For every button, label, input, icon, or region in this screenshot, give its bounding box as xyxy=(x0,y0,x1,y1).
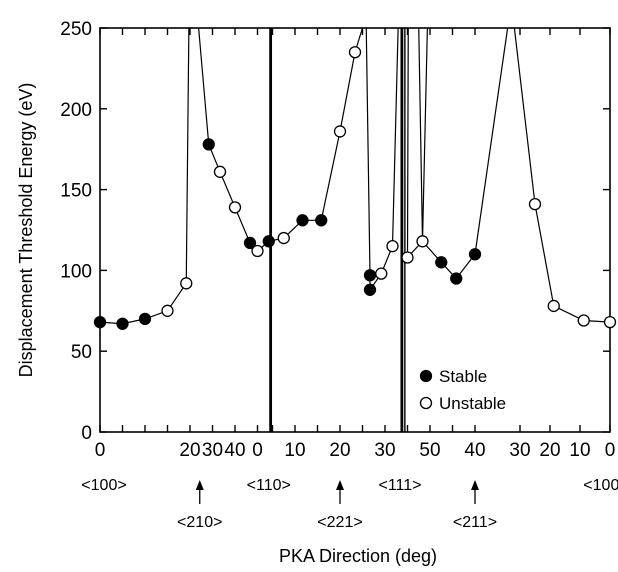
curve-segment-1 xyxy=(198,28,364,252)
data-point-unstable-14 xyxy=(577,314,590,327)
curve-group xyxy=(100,28,610,325)
data-point-stable-6 xyxy=(296,214,309,227)
data-point-stable-8 xyxy=(363,269,377,282)
data-point-unstable-0 xyxy=(161,304,174,317)
x-tick-label-20: 10 xyxy=(569,440,590,461)
data-point-stable-0 xyxy=(93,315,107,329)
x-tick-label-4: 20 xyxy=(179,440,200,461)
x-tick-label-15: 50 xyxy=(419,440,440,461)
x-tick-label-7: 0 xyxy=(252,440,263,461)
data-point-unstable-12 xyxy=(528,197,542,211)
data-point-unstable-15 xyxy=(603,315,617,329)
curve-segment-6 xyxy=(513,28,610,323)
data-point-stable-1 xyxy=(116,317,129,330)
x-tick-label-5: 30 xyxy=(202,440,223,461)
x-tick-label-19: 20 xyxy=(539,440,560,461)
x-tick-label-18: 30 xyxy=(509,440,530,461)
legend-marker-unstable xyxy=(419,396,433,410)
curve-segment-3 xyxy=(406,28,428,260)
y-axis-title: Displacement Threshold Energy (eV) xyxy=(16,83,36,378)
data-point-stable-2 xyxy=(138,312,152,326)
x-tick-label-17: 40 xyxy=(464,440,485,461)
data-point-unstable-11 xyxy=(416,235,429,248)
data-point-unstable-6 xyxy=(333,125,347,138)
x-tick-label-0: 0 xyxy=(95,440,106,461)
direction-label-4: <111> xyxy=(378,477,421,494)
y-tick-label-0: 0 xyxy=(81,423,92,444)
data-point-stable-7 xyxy=(315,214,328,227)
data-point-unstable-9 xyxy=(386,240,399,253)
direction-label-1: <210> xyxy=(177,514,222,531)
data-point-unstable-7 xyxy=(348,46,362,59)
y-tick-label-4: 200 xyxy=(60,100,92,121)
curve-segment-0 xyxy=(100,28,190,325)
curve-segment-4 xyxy=(418,28,424,242)
y-tick-label-5: 250 xyxy=(60,19,92,40)
data-point-unstable-13 xyxy=(547,299,560,313)
data-point-unstable-4 xyxy=(251,244,264,258)
x-tick-label-11: 20 xyxy=(329,440,350,461)
direction-label-3: <221> xyxy=(317,514,362,531)
data-point-stable-9 xyxy=(363,283,377,296)
x-tick-label-6: 40 xyxy=(224,440,245,461)
curve-segment-2 xyxy=(365,28,399,292)
legend-label-unstable: Unstable xyxy=(439,394,506,413)
x-axis-title: PKA Direction (deg) xyxy=(279,546,437,566)
direction-label-6: <100> xyxy=(583,477,618,494)
data-point-stable-11 xyxy=(450,272,463,285)
data-point-unstable-5 xyxy=(277,231,290,245)
data-point-stable-5 xyxy=(262,235,275,248)
data-point-unstable-3 xyxy=(228,201,242,214)
plot-frame xyxy=(99,27,611,433)
legend-label-stable: Stable xyxy=(439,367,487,386)
legend-marker-stable xyxy=(419,369,433,383)
curve-segment-5 xyxy=(422,28,509,280)
data-point-unstable-8 xyxy=(375,267,388,280)
data-point-stable-4 xyxy=(243,236,257,250)
direction-arrow-head-1 xyxy=(195,480,204,490)
direction-label-2: <110> xyxy=(247,477,291,494)
data-point-stable-3 xyxy=(202,138,215,151)
y-tick-label-1: 50 xyxy=(71,342,92,363)
x-tick-label-13: 30 xyxy=(374,440,395,461)
direction-arrow-head-3 xyxy=(336,480,344,490)
direction-arrow-head-5 xyxy=(471,480,479,490)
data-point-unstable-1 xyxy=(180,277,193,290)
data-point-unstable-10 xyxy=(401,251,414,264)
data-point-stable-12 xyxy=(468,248,482,261)
data-point-unstable-2 xyxy=(213,165,227,178)
direction-label-5: <211> xyxy=(453,514,497,531)
x-tick-label-21: 0 xyxy=(605,440,616,461)
direction-label-0: <100> xyxy=(81,477,126,494)
x-tick-label-9: 10 xyxy=(284,440,305,461)
data-point-stable-10 xyxy=(435,256,448,269)
y-tick-label-3: 150 xyxy=(60,181,92,202)
y-tick-label-2: 100 xyxy=(60,261,92,282)
